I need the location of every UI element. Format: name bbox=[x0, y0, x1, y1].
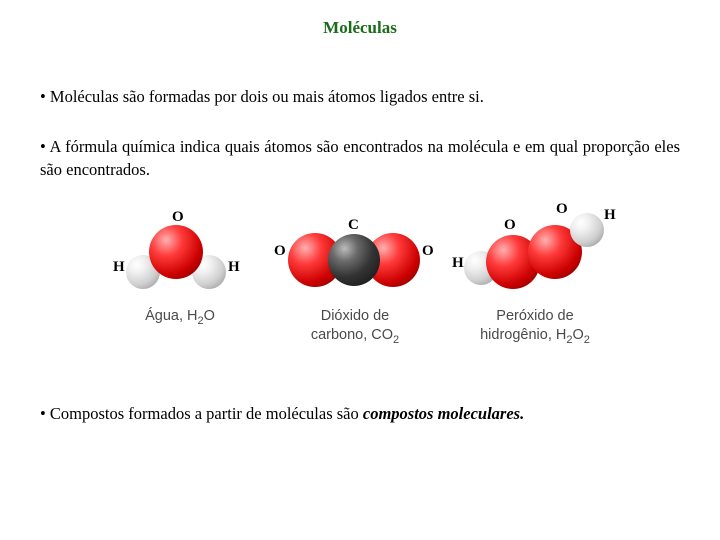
bullet-3: • Compostos formados a partir de molécul… bbox=[40, 403, 680, 425]
molecule-visual-water: H O H bbox=[110, 211, 250, 301]
molecule-visual-co2: OCO bbox=[280, 211, 430, 301]
molecule-caption-water: Água, H2O bbox=[145, 307, 215, 328]
molecule-h2o2: HOOH Peróxido dehidrogênio, H2O2 bbox=[460, 211, 610, 347]
atom-label: O bbox=[422, 243, 434, 260]
atom-label: H bbox=[604, 207, 616, 224]
bullet-3-emphasis: compostos moleculares. bbox=[363, 404, 524, 423]
molecule-caption-h2o2: Peróxido dehidrogênio, H2O2 bbox=[480, 307, 590, 347]
molecule-water: H O H Água, H2O bbox=[110, 211, 250, 347]
bullet-3-text: • Compostos formados a partir de molécul… bbox=[40, 404, 363, 423]
bullet-2: • A fórmula química indica quais átomos … bbox=[40, 136, 680, 181]
atom-label: O bbox=[556, 201, 568, 218]
atom-label: O bbox=[274, 243, 286, 260]
bullet-1: • Moléculas são formadas por dois ou mai… bbox=[40, 86, 680, 108]
atom-label: H bbox=[228, 259, 240, 276]
atom-label: H bbox=[113, 259, 125, 276]
atom-hy bbox=[570, 213, 604, 247]
atom-ca bbox=[328, 234, 380, 286]
molecule-caption-co2: Dióxido decarbono, CO2 bbox=[311, 307, 399, 347]
atom-label: C bbox=[348, 217, 359, 234]
atom-label: O bbox=[504, 217, 516, 234]
molecule-figure-row: HOHÁgua, H2OOCODióxido decarbono, CO2HOO… bbox=[40, 211, 680, 347]
slide-page: Moléculas • Moléculas são formadas por d… bbox=[0, 0, 720, 425]
atom-ox bbox=[149, 225, 203, 279]
molecule-co2: OCO Dióxido decarbono, CO2 bbox=[280, 211, 430, 347]
atom-label: O bbox=[172, 209, 184, 226]
page-title: Moléculas bbox=[40, 18, 680, 38]
molecule-visual-h2o2: HOOH bbox=[460, 211, 610, 301]
atom-label: H bbox=[452, 255, 464, 272]
